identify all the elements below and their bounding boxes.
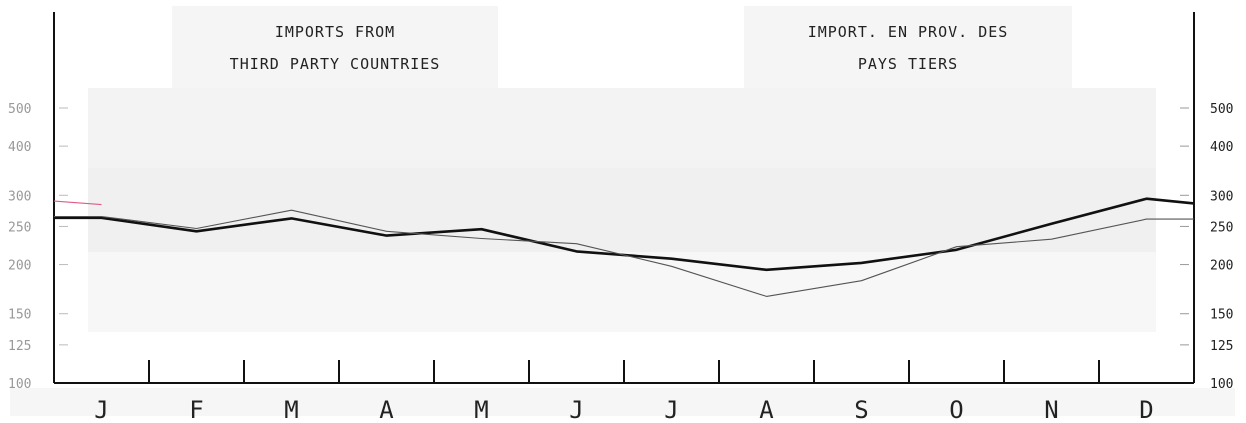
x-tick-label: A	[379, 396, 394, 423]
x-tick-label: J	[94, 396, 108, 423]
x-tick-label: A	[759, 396, 774, 423]
x-tick-label: D	[1139, 396, 1153, 423]
y-tick-label-left: 250	[8, 220, 31, 235]
y-ticks: 500 500 400 400 300 300 250 250 200 200 150 150 125 1…	[8, 102, 1233, 392]
y-tick-label-right: 300	[1210, 189, 1233, 204]
x-tick-label: S	[854, 396, 868, 423]
x-ticks	[148, 360, 1100, 383]
y-tick-label-right: 500	[1210, 102, 1233, 117]
title-english: IMPORTS FROM THIRD PARTY COUNTRIES	[172, 6, 498, 88]
x-tick-label: F	[189, 396, 203, 423]
series-lines	[53, 197, 1195, 297]
x-tick-label: J	[569, 396, 583, 423]
y-tick-label-right: 125	[1210, 339, 1233, 354]
x-tick-label: N	[1044, 396, 1058, 423]
y-tick-label-right: 200	[1210, 259, 1233, 274]
y-tick-label-left: 100	[8, 377, 31, 392]
y-tick-label-left: 500	[8, 102, 31, 117]
x-tick-label: M	[284, 396, 298, 423]
y-tick-label-right: 150	[1210, 308, 1233, 323]
title-french-line-1: IMPORT. EN PROV. DES	[807, 23, 1009, 41]
title-english-line-2: THIRD PARTY COUNTRIES	[229, 55, 441, 73]
y-tick-label-left: 300	[8, 189, 31, 204]
title-french: IMPORT. EN PROV. DES PAYS TIERS	[744, 6, 1072, 88]
x-tick-label: O	[949, 396, 963, 423]
y-tick-label-right: 400	[1210, 140, 1233, 155]
y-tick-label-left: 200	[8, 259, 31, 274]
x-tick-label: M	[474, 396, 488, 423]
background-bands	[10, 88, 1235, 416]
y-tick-label-left: 150	[8, 308, 31, 323]
y-tick-label-right: 250	[1210, 220, 1233, 235]
title-english-line-1: IMPORTS FROM	[274, 23, 396, 41]
y-tick-label-right: 100	[1210, 377, 1233, 392]
title-french-line-2: PAYS TIERS	[857, 55, 959, 73]
y-tick-label-left: 125	[8, 339, 31, 354]
series-line-3	[53, 200, 102, 206]
y-tick-label-left: 400	[8, 140, 31, 155]
x-tick-label: J	[664, 396, 678, 423]
series-line-2	[54, 209, 1194, 297]
